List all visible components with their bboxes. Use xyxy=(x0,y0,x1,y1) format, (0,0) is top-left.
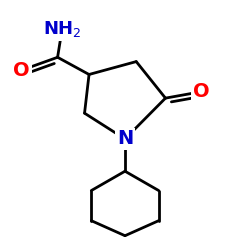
Text: N: N xyxy=(117,130,133,148)
Text: O: O xyxy=(193,82,210,101)
Text: NH$_2$: NH$_2$ xyxy=(43,19,81,39)
Text: O: O xyxy=(13,61,30,80)
